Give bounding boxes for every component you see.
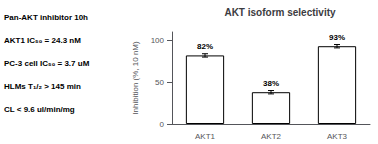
svg-text:AKT2: AKT2: [261, 132, 282, 141]
svg-text:50: 50: [155, 78, 164, 87]
svg-text:38%: 38%: [263, 79, 279, 88]
svg-text:AKT1: AKT1: [195, 132, 216, 141]
svg-text:HLMs T₁/₂ > 145 min: HLMs T₁/₂ > 145 min: [4, 82, 81, 91]
svg-text:93%: 93%: [329, 33, 345, 42]
svg-text:Inhibition (%, 10 nM): Inhibition (%, 10 nM): [131, 41, 140, 115]
svg-text:100: 100: [151, 36, 165, 45]
svg-text:PC-3 cell IC₅₀ = 3.7 uM: PC-3 cell IC₅₀ = 3.7 uM: [4, 59, 90, 68]
svg-text:Pan-AKT inhibitor 10h: Pan-AKT inhibitor 10h: [4, 13, 88, 22]
svg-text:82%: 82%: [197, 42, 213, 51]
svg-text:0: 0: [160, 120, 165, 129]
svg-text:AKT isoform selectivity: AKT isoform selectivity: [224, 7, 336, 18]
svg-text:AKT3: AKT3: [327, 132, 348, 141]
svg-text:AKT1 IC₅₀ = 24.3 nM: AKT1 IC₅₀ = 24.3 nM: [4, 36, 81, 45]
svg-text:CL < 9.6 ul/min/mg: CL < 9.6 ul/min/mg: [4, 105, 75, 114]
